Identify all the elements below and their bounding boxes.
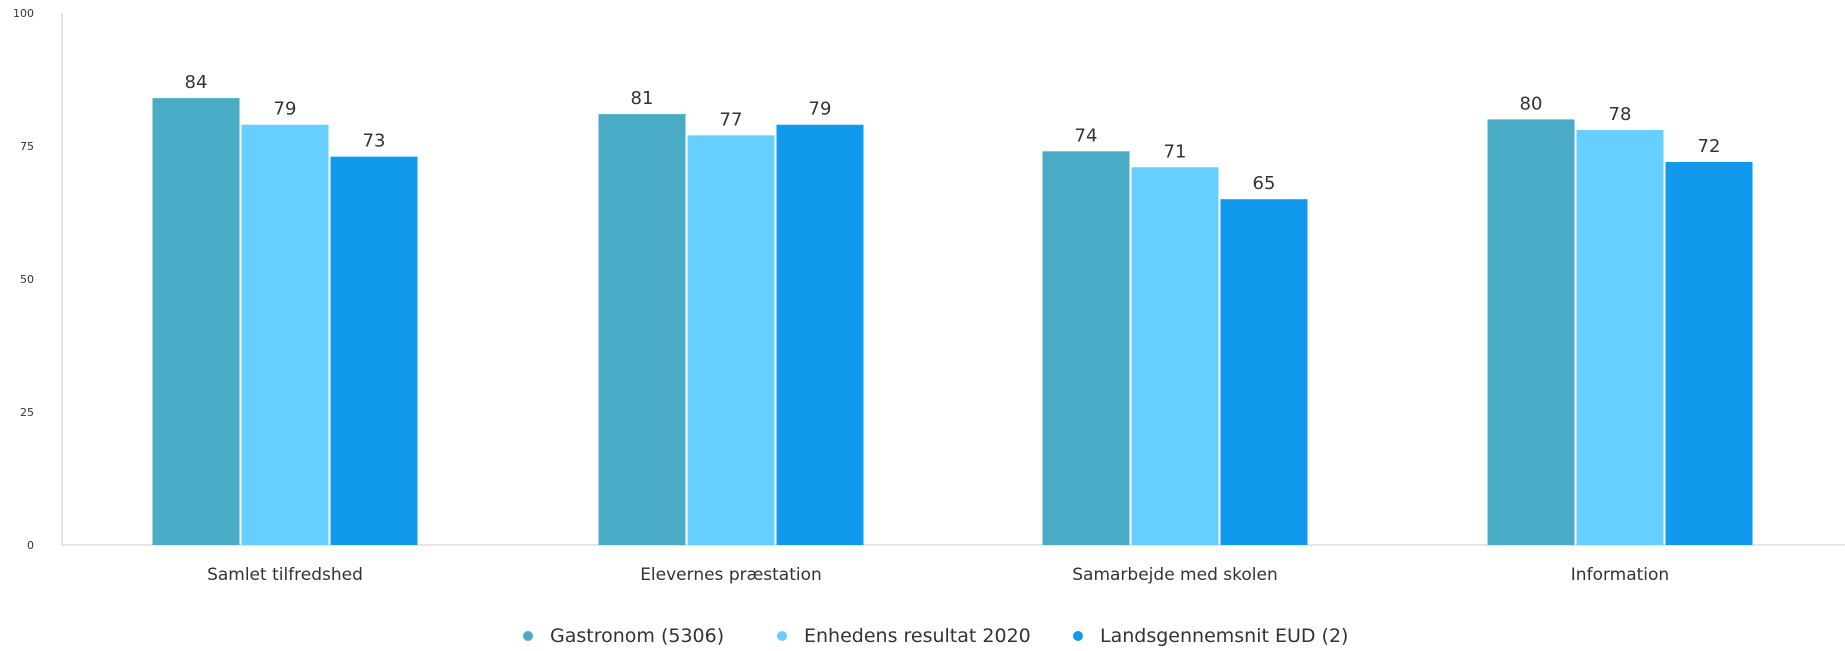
y-tick-label: 25 — [20, 406, 34, 419]
data-label: 74 — [1075, 125, 1098, 146]
legend-item[interactable]: Landsgennemsnit EUD (2) — [1073, 625, 1348, 647]
y-tick-label: 50 — [20, 273, 34, 286]
data-label: 81 — [631, 88, 654, 109]
x-axis: Samlet tilfredshed Elevernes præstation Sa… — [62, 544, 1845, 585]
data-label: 79 — [274, 99, 297, 120]
data-label: 72 — [1698, 136, 1721, 157]
legend-item[interactable]: Gastronom (5306) — [523, 625, 724, 647]
data-label: 73 — [363, 131, 386, 152]
bar[interactable] — [1487, 119, 1575, 546]
x-tick-label: Samarbejde med skolen — [1072, 565, 1277, 585]
legend[interactable]: Gastronom (5306) Enhedens resultat 2020 La… — [523, 625, 1348, 647]
bar[interactable] — [687, 135, 775, 546]
legend-label: Landsgennemsnit EUD (2) — [1100, 625, 1348, 647]
bar[interactable] — [330, 156, 418, 545]
legend-marker — [523, 631, 533, 641]
bar[interactable] — [1131, 167, 1219, 545]
bar[interactable] — [152, 98, 240, 546]
bar[interactable] — [241, 124, 329, 545]
legend-marker — [777, 631, 787, 641]
bar[interactable] — [1665, 161, 1753, 545]
data-label: 65 — [1253, 173, 1276, 194]
bar[interactable] — [598, 114, 686, 545]
x-tick-label: Samlet tilfredshed — [207, 565, 363, 585]
x-tick-label: Elevernes præstation — [640, 565, 822, 585]
data-label: 79 — [809, 99, 832, 120]
bar[interactable] — [1220, 199, 1308, 545]
bars — [152, 98, 1753, 546]
bar[interactable] — [1576, 130, 1664, 546]
x-tick-label: Information — [1571, 565, 1669, 585]
data-label: 78 — [1609, 104, 1632, 125]
data-label: 71 — [1164, 141, 1187, 162]
legend-label: Enhedens resultat 2020 — [804, 625, 1031, 647]
y-axis: 0 25 50 75 100 — [13, 7, 63, 552]
y-tick-label: 100 — [13, 7, 34, 20]
data-labels: 84 79 73 81 77 79 74 71 65 80 78 72 — [185, 72, 1721, 194]
y-tick-label: 0 — [27, 539, 34, 552]
y-tick-label: 75 — [20, 140, 34, 153]
data-label: 77 — [720, 109, 743, 130]
legend-label: Gastronom (5306) — [550, 625, 724, 647]
data-label: 80 — [1520, 93, 1543, 114]
data-label: 84 — [185, 72, 208, 93]
legend-item[interactable]: Enhedens resultat 2020 — [777, 625, 1031, 647]
bar[interactable] — [776, 124, 864, 545]
legend-marker — [1073, 631, 1083, 641]
bar[interactable] — [1042, 151, 1130, 545]
